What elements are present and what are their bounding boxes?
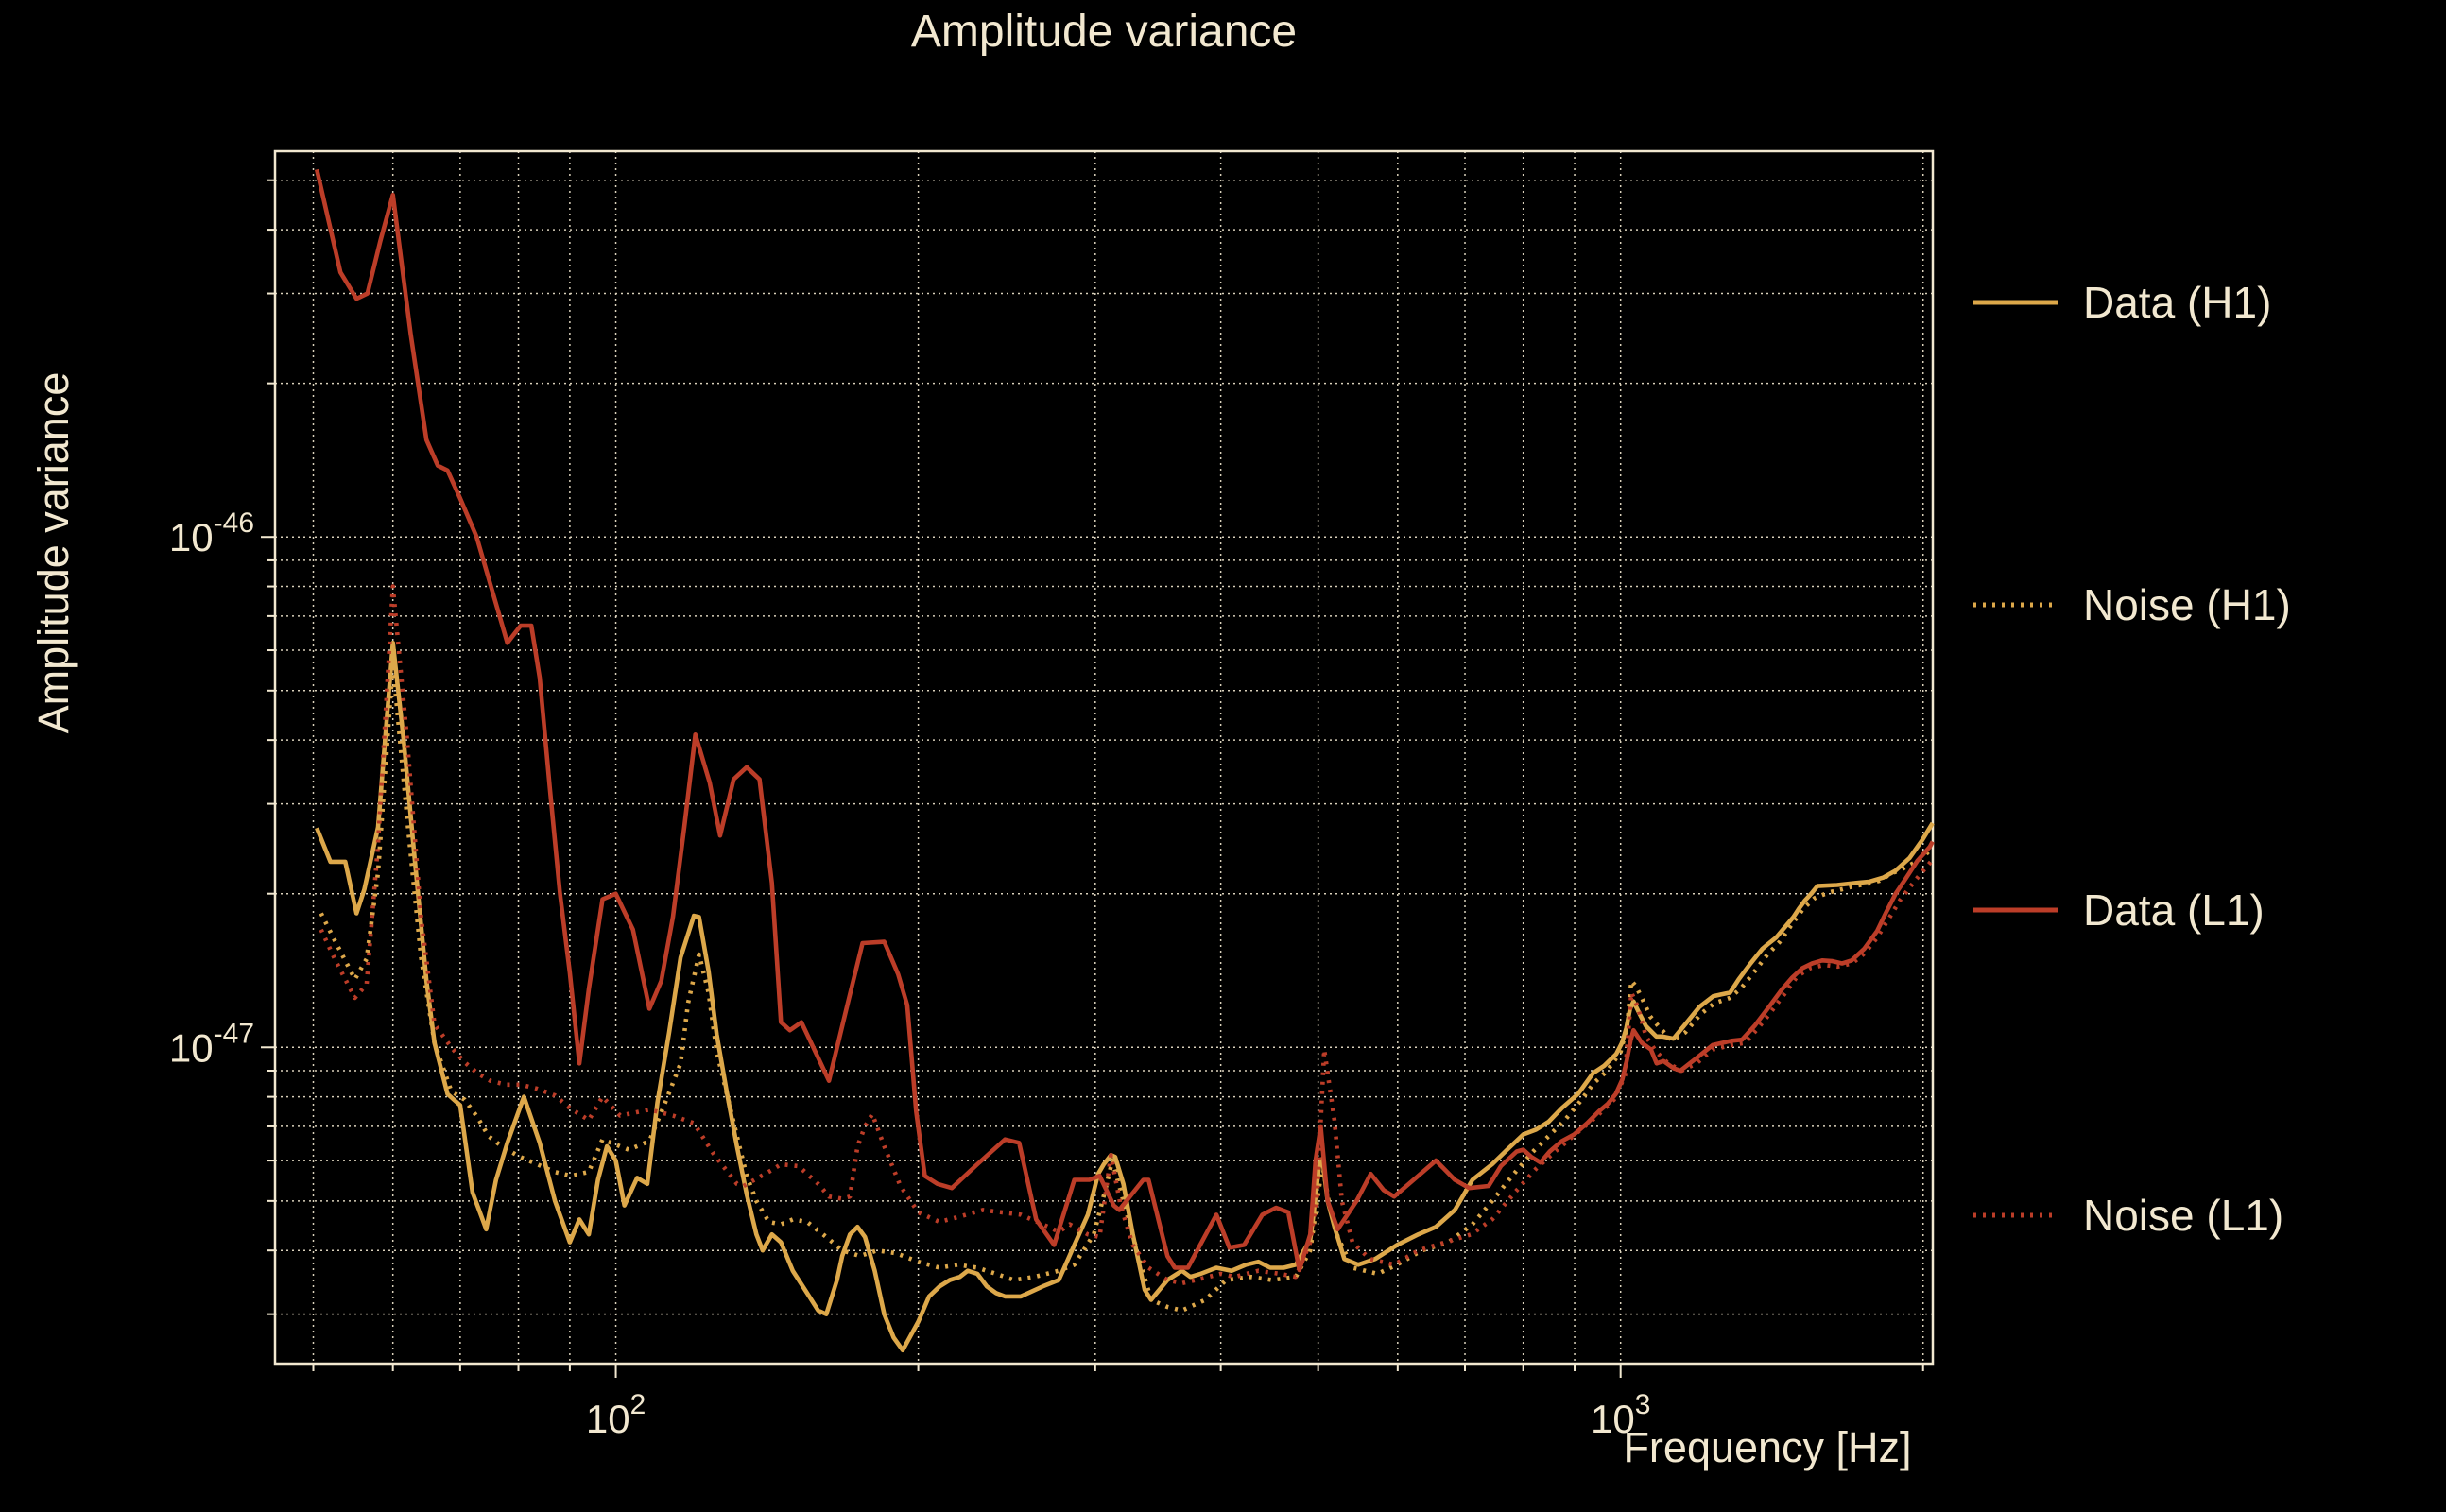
- legend-item-data-l1: Data (L1): [1971, 882, 2265, 938]
- series-line-data-h1-: [315, 641, 1935, 1353]
- gridlines: [275, 151, 1933, 1364]
- legend-label: Noise (L1): [2083, 1191, 2284, 1240]
- plot-frame: [273, 149, 1935, 1366]
- legend-line-sample-icon: [1973, 300, 2058, 305]
- legend-item-data-h1: Data (H1): [1971, 274, 2271, 331]
- series-line-data-l1-: [314, 168, 1935, 1273]
- legend-item-noise-h1: Noise (H1): [1971, 576, 2291, 633]
- legend-item-noise-l1: Noise (L1): [1971, 1187, 2283, 1244]
- legend-line-sample-icon: [1973, 602, 2058, 608]
- legend-label: Noise (H1): [2083, 580, 2291, 629]
- legend-label: Data (H1): [2083, 278, 2272, 327]
- series-line-noise-h1-: [319, 661, 1934, 1314]
- legend-line-sample-icon: [1973, 907, 2058, 913]
- y-axis-label: Amplitude variance: [29, 371, 78, 734]
- x-tick-label: 103: [1591, 1389, 1650, 1441]
- chart-title: Amplitude variance: [910, 7, 1298, 57]
- legend-label: Data (L1): [2083, 885, 2265, 935]
- y-tick-label: 10-47: [169, 1018, 254, 1070]
- y-tick-label: 10-46: [169, 507, 254, 559]
- x-axis-label: Frequency [Hz]: [1623, 1423, 1912, 1471]
- series-group: [314, 168, 1935, 1353]
- x-tick-label: 102: [586, 1389, 646, 1441]
- legend-line-sample-icon: [1973, 1212, 2058, 1218]
- tick-marks: [261, 179, 1924, 1378]
